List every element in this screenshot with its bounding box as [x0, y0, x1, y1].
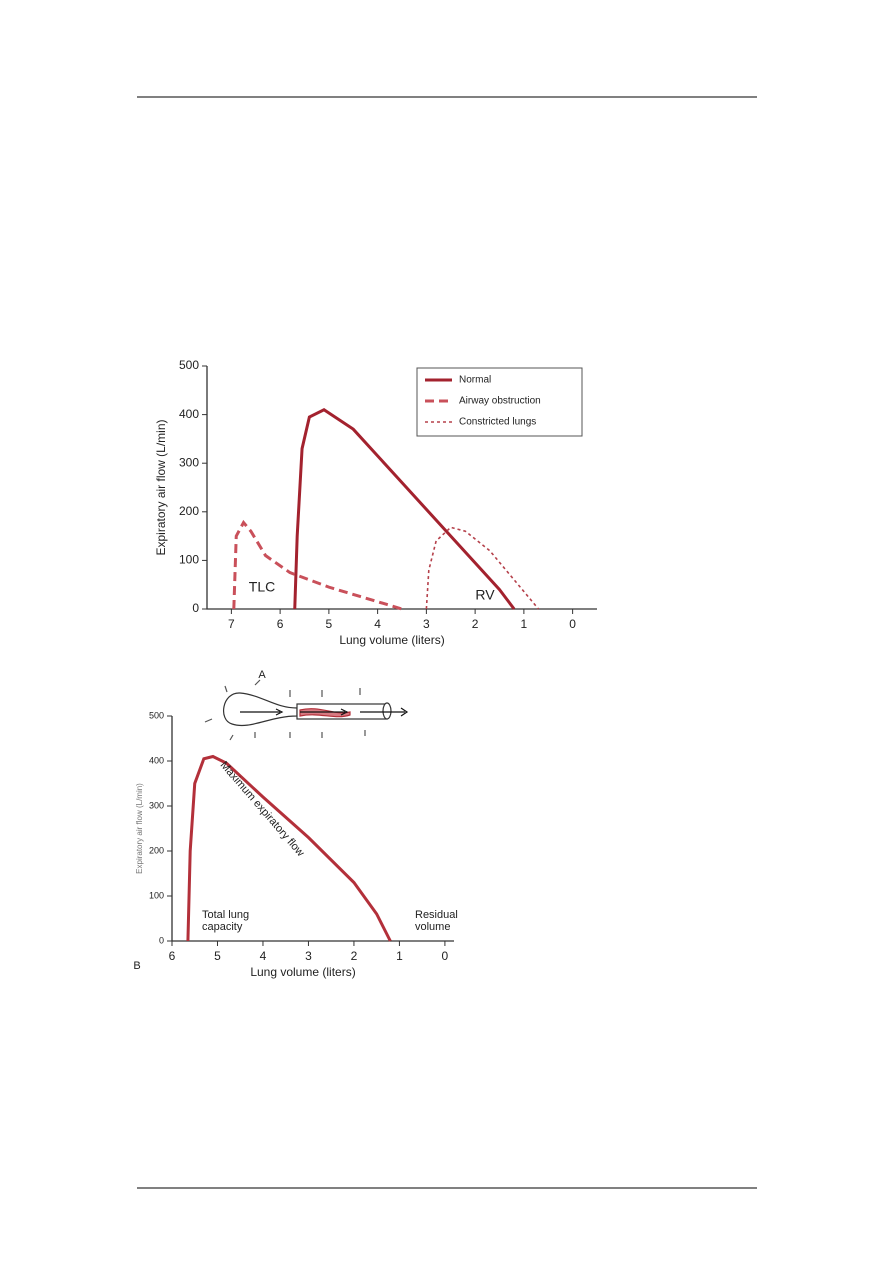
y-tick-label: 300 [149, 800, 164, 810]
y-tick-label: 0 [192, 601, 199, 615]
y-tick-label: 300 [179, 455, 199, 469]
legend-label: Airway obstruction [459, 396, 541, 407]
x-tick-label: 2 [351, 949, 358, 963]
x-tick-label: 4 [374, 617, 381, 631]
x-tick-label: 1 [396, 949, 403, 963]
x-tick-label: 0 [569, 617, 576, 631]
x-tick-label: 6 [277, 617, 284, 631]
series-line [186, 754, 392, 942]
x-tick-label: 4 [260, 949, 267, 963]
y-tick-label: 100 [149, 890, 164, 900]
y-tick-label: 200 [179, 504, 199, 518]
x-tick-label: 6 [169, 949, 176, 963]
y-tick-label: 400 [149, 755, 164, 765]
series-label: Maximum expiratory flow [218, 759, 307, 859]
x-axis-label: Lung volume (liters) [339, 633, 444, 647]
y-tick-label: 400 [179, 407, 199, 421]
annotation: TLC [249, 579, 275, 595]
x-tick-label: 5 [214, 949, 221, 963]
x-tick-label: 2 [472, 617, 479, 631]
y-axis-label: Expiratory air flow (L/min) [154, 419, 168, 555]
annotation: Total lung capacity [202, 909, 249, 933]
y-tick-label: 500 [149, 710, 164, 720]
x-tick-label: 7 [228, 617, 235, 631]
annotation-line: capacity [202, 921, 243, 933]
x-tick-label: 5 [326, 617, 333, 631]
legend-label: Constricted lungs [459, 417, 536, 428]
y-tick-label: 500 [179, 358, 199, 372]
y-tick-label: 200 [149, 845, 164, 855]
series-line [425, 526, 540, 610]
legend-label: Normal [459, 375, 491, 386]
y-tick-label: 100 [179, 553, 199, 567]
annotation: B [133, 960, 140, 972]
x-tick-label: 3 [423, 617, 430, 631]
y-tick-label: 0 [159, 935, 164, 945]
airway-diagram [204, 679, 409, 741]
annotation: A [258, 669, 266, 681]
annotation-line: volume [415, 921, 450, 933]
x-tick-label: 3 [305, 949, 312, 963]
annotation-line: Residual [415, 909, 458, 921]
x-tick-label: 1 [521, 617, 528, 631]
y-axis-label: Expiratory air flow (L/min) [135, 783, 144, 874]
axis [171, 716, 454, 942]
x-axis-label: Lung volume (liters) [250, 965, 355, 979]
x-tick-label: 0 [442, 949, 449, 963]
series-line [232, 519, 403, 611]
annotation: Residual volume [415, 909, 458, 933]
annotation-line: Total lung [202, 909, 249, 921]
series-line [293, 408, 516, 610]
annotation: RV [475, 587, 495, 603]
